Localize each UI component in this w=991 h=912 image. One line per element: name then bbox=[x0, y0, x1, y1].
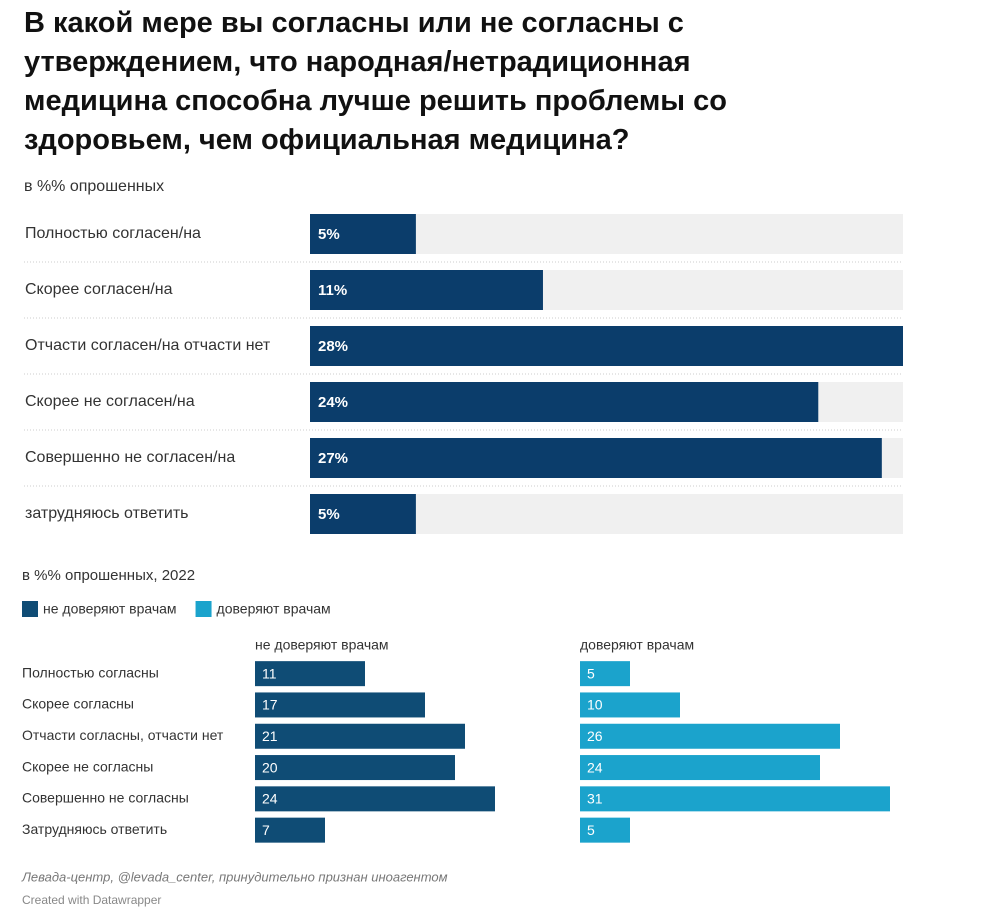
value-label: 28% bbox=[318, 338, 348, 355]
bar bbox=[255, 723, 465, 749]
bar bbox=[255, 786, 495, 812]
chart-title: В какой мере вы согласны или не согласны… bbox=[24, 7, 727, 156]
bar bbox=[580, 786, 890, 812]
category-label: Скорее согласен/на bbox=[25, 281, 173, 298]
bar bbox=[580, 817, 630, 843]
value-label: 5 bbox=[587, 665, 595, 681]
legend-label: не доверяют врачам bbox=[43, 601, 177, 617]
source: Левада-центр, @levada_center, принудител… bbox=[21, 869, 448, 884]
bar bbox=[580, 755, 820, 781]
category-label: Отчасти согласен/на отчасти нет bbox=[25, 337, 271, 354]
value-label: 27% bbox=[318, 450, 348, 467]
value-label: 21 bbox=[262, 728, 278, 744]
value-label: 26 bbox=[587, 728, 603, 744]
value-label: 24 bbox=[587, 759, 603, 775]
bar bbox=[255, 661, 365, 687]
bar bbox=[255, 692, 425, 718]
bar bbox=[310, 270, 543, 310]
value-label: 24% bbox=[318, 394, 348, 411]
category-label: Совершенно не согласен/на bbox=[25, 449, 235, 466]
category-label: Скорее не согласны bbox=[22, 758, 153, 774]
value-label: 10 bbox=[587, 697, 603, 713]
value-label: 7 bbox=[262, 822, 270, 838]
bar bbox=[580, 692, 680, 718]
legend-label: доверяют врачам bbox=[217, 601, 331, 617]
bar bbox=[310, 326, 903, 366]
value-label: 17 bbox=[262, 697, 278, 713]
bar bbox=[310, 382, 819, 422]
bar bbox=[580, 661, 630, 687]
category-label: Полностью согласен/на bbox=[25, 225, 201, 242]
category-label: Отчасти согласны, отчасти нет bbox=[22, 727, 224, 743]
category-label: затрудняюсь ответить bbox=[25, 505, 189, 522]
value-label: 31 bbox=[587, 791, 603, 807]
subtitle: в %% опрошенных, 2022 bbox=[22, 567, 195, 584]
bar bbox=[310, 214, 416, 254]
value-label: 5% bbox=[318, 506, 340, 523]
legend-swatch bbox=[195, 601, 212, 617]
value-label: 24 bbox=[262, 791, 278, 807]
column-header: не доверяют врачам bbox=[255, 637, 389, 653]
legend-swatch bbox=[22, 601, 38, 617]
category-label: Скорее не согласен/на bbox=[25, 393, 195, 410]
category-label: Совершенно не согласны bbox=[22, 790, 189, 806]
subtitle: в %% опрошенных bbox=[24, 178, 164, 195]
value-label: 5% bbox=[318, 226, 340, 243]
column-header: доверяют врачам bbox=[580, 637, 694, 653]
category-label: Скорее согласны bbox=[22, 696, 134, 712]
bar bbox=[255, 817, 325, 843]
value-label: 5 bbox=[587, 822, 595, 838]
credit: Created with Datawrapper bbox=[22, 893, 161, 907]
value-label: 11 bbox=[262, 665, 277, 681]
value-label: 20 bbox=[262, 759, 278, 775]
category-label: Затрудняюсь ответить bbox=[22, 821, 167, 837]
bar bbox=[580, 723, 840, 749]
category-label: Полностью согласны bbox=[22, 664, 159, 680]
bar bbox=[255, 755, 455, 781]
bar bbox=[310, 438, 882, 478]
bar bbox=[310, 494, 416, 534]
value-label: 11% bbox=[318, 282, 347, 299]
